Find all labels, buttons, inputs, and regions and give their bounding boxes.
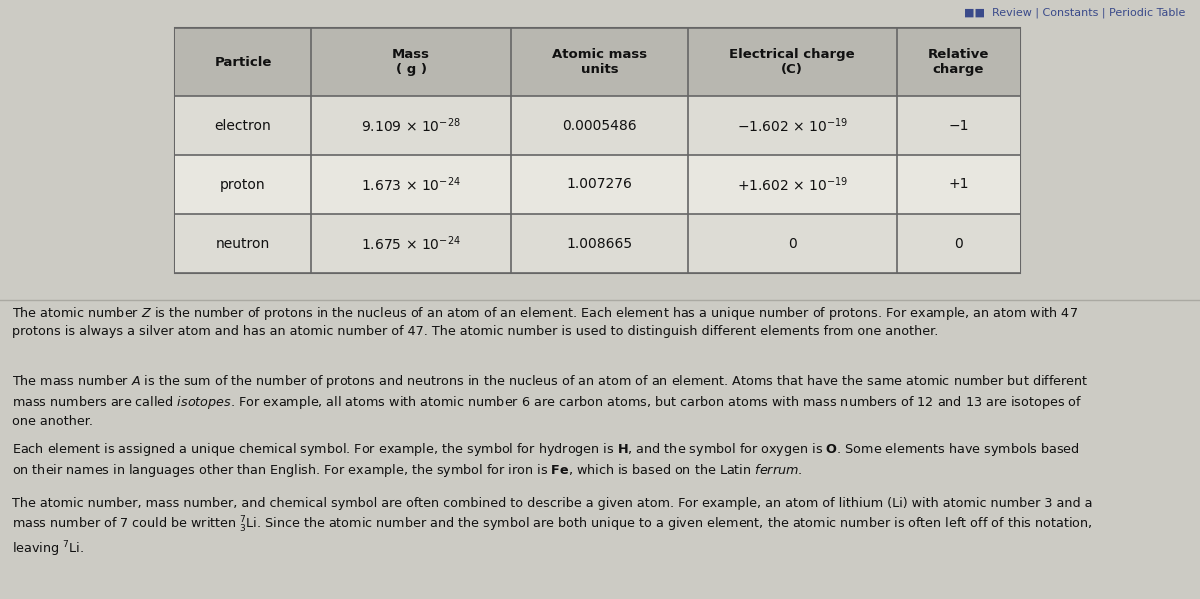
Text: proton: proton bbox=[220, 177, 265, 192]
Text: 9.109 × 10$^{-28}$: 9.109 × 10$^{-28}$ bbox=[361, 116, 461, 135]
Text: 0: 0 bbox=[954, 237, 962, 250]
Text: 1.008665: 1.008665 bbox=[566, 237, 632, 250]
Text: Relative
charge: Relative charge bbox=[928, 48, 989, 76]
Text: 1.675 × 10$^{-24}$: 1.675 × 10$^{-24}$ bbox=[361, 234, 461, 253]
Text: −1: −1 bbox=[948, 119, 968, 132]
Text: +1.602 × 10$^{-19}$: +1.602 × 10$^{-19}$ bbox=[737, 175, 848, 194]
Text: Each element is assigned a unique chemical symbol. For example, the symbol for h: Each element is assigned a unique chemic… bbox=[12, 441, 1080, 479]
Bar bbox=[175, 28, 1020, 96]
Text: Mass
( g ): Mass ( g ) bbox=[392, 48, 430, 76]
Text: +1: +1 bbox=[948, 177, 968, 192]
Bar bbox=[175, 155, 1020, 214]
Text: Particle: Particle bbox=[215, 56, 271, 68]
Text: The mass number $A$ is the sum of the number of protons and neutrons in the nucl: The mass number $A$ is the sum of the nu… bbox=[12, 373, 1088, 428]
Text: −1.602 × 10$^{-19}$: −1.602 × 10$^{-19}$ bbox=[737, 116, 848, 135]
Text: The atomic number $Z$ is the number of protons in the nucleus of an atom of an e: The atomic number $Z$ is the number of p… bbox=[12, 305, 1078, 338]
Text: 0.0005486: 0.0005486 bbox=[562, 119, 637, 132]
Bar bbox=[175, 96, 1020, 155]
Text: 1.673 × 10$^{-24}$: 1.673 × 10$^{-24}$ bbox=[361, 175, 461, 194]
Bar bbox=[175, 28, 1020, 273]
Text: The atomic number, mass number, and chemical symbol are often combined to descri: The atomic number, mass number, and chem… bbox=[12, 497, 1092, 559]
Text: Electrical charge
(C): Electrical charge (C) bbox=[730, 48, 856, 76]
Text: Atomic mass
units: Atomic mass units bbox=[552, 48, 647, 76]
Text: electron: electron bbox=[215, 119, 271, 132]
Bar bbox=[175, 214, 1020, 273]
Text: 1.007276: 1.007276 bbox=[566, 177, 632, 192]
Text: neutron: neutron bbox=[216, 237, 270, 250]
Text: 0: 0 bbox=[788, 237, 797, 250]
Text: ■■  Review | Constants | Periodic Table: ■■ Review | Constants | Periodic Table bbox=[964, 8, 1186, 18]
